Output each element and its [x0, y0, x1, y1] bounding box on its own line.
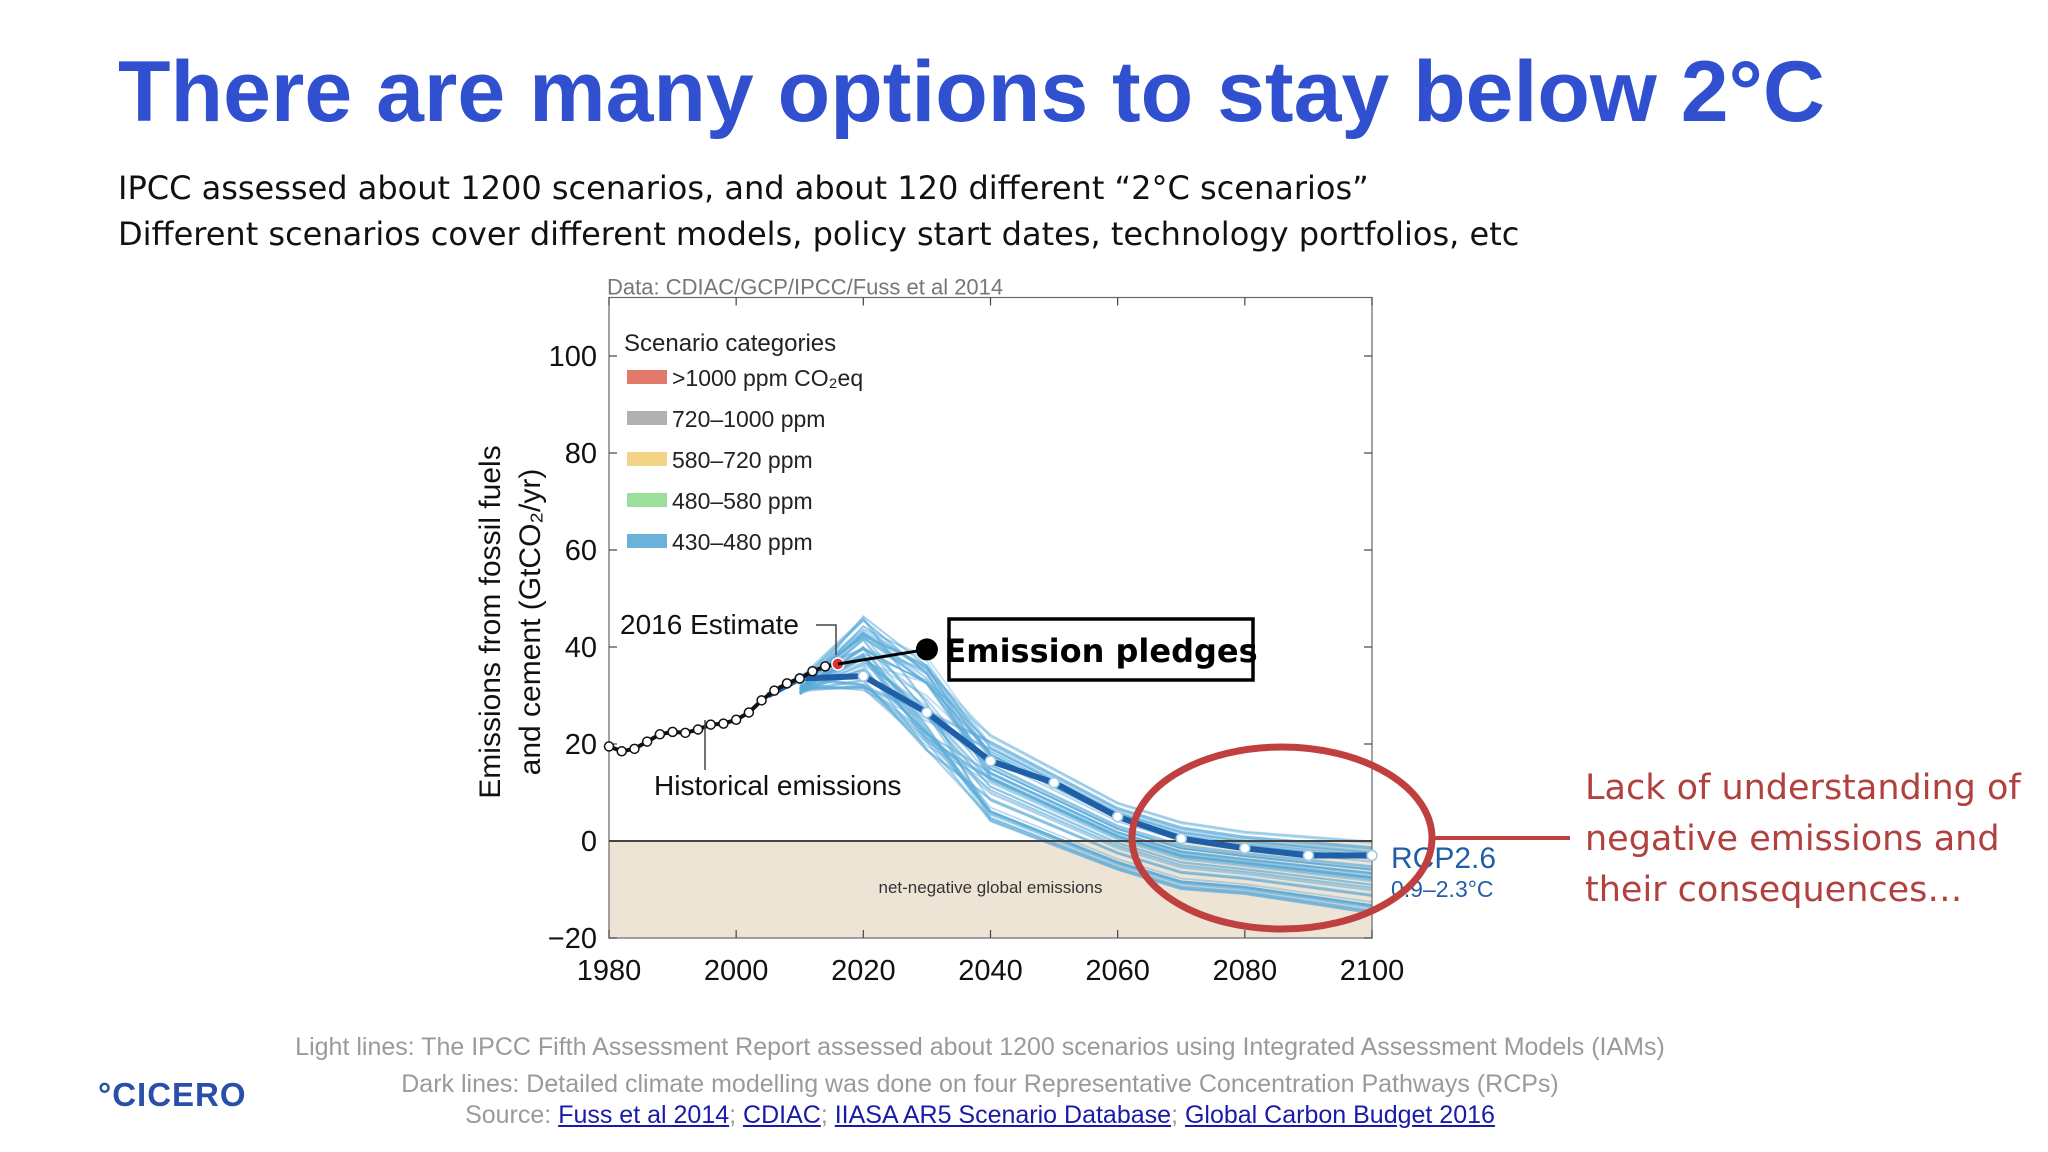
legend-label: >1000 ppm CO₂eq — [672, 365, 863, 391]
scenario-line — [799, 645, 1373, 907]
estimate-label: 2016 Estimate — [620, 609, 799, 640]
rcp26-point — [921, 706, 933, 719]
callout-line-1: Lack of understanding of — [1585, 768, 2021, 808]
pledges-box — [947, 617, 1255, 682]
historical-point — [807, 666, 818, 677]
y-axis-label-line-2: and cement (GtCO₂/yr) — [514, 469, 547, 776]
historical-point — [641, 736, 653, 747]
legend-swatch — [627, 411, 667, 425]
x-tick-label: 2020 — [831, 955, 896, 987]
rcp26-point — [1175, 832, 1187, 845]
historical-point — [692, 724, 704, 735]
source-link-fuss[interactable]: Fuss et al 2014 — [558, 1101, 730, 1129]
callout-line-2: negative emissions and — [1585, 819, 2000, 859]
historical-point — [756, 695, 767, 706]
historical-point — [730, 714, 742, 725]
historical-point — [603, 741, 615, 752]
source-separator: ; — [820, 1101, 835, 1129]
historical-point — [705, 719, 716, 730]
x-tick-label: 2000 — [704, 955, 769, 987]
historical-point — [781, 678, 793, 689]
rcp26-point — [1302, 849, 1315, 862]
rcp26-point — [1111, 811, 1124, 823]
rcp26-point — [1048, 777, 1060, 789]
pledge-line — [837, 647, 928, 666]
source-link-cdiac[interactable]: CDIAC — [743, 1101, 821, 1129]
y-axis-label-line-1: Emissions from fossil fuels — [474, 445, 507, 798]
rcp26-label: RCP2.6 — [1391, 842, 1496, 875]
historical-point — [654, 729, 666, 740]
y-tick-label: 100 — [549, 341, 597, 373]
historical-point — [629, 743, 640, 755]
y-tick-label: 60 — [565, 535, 597, 567]
historical-point — [743, 707, 755, 718]
historical-point — [667, 726, 678, 738]
legend-label: 430–480 ppm — [672, 529, 813, 555]
historical-point — [616, 746, 627, 757]
note-dark-lines: Dark lines: Detailed climate modelling w… — [401, 1070, 1559, 1098]
scenario-line — [799, 618, 1373, 879]
y-tick-label: 80 — [565, 438, 597, 470]
historical-point — [680, 727, 691, 739]
historical-point — [769, 685, 780, 696]
legend-label: 720–1000 ppm — [672, 406, 825, 432]
note-light-lines: Light lines: The IPCC Fifth Assessment R… — [295, 1033, 1665, 1061]
source-line: Source: Fuss et al 2014; CDIAC; IIASA AR… — [230, 1101, 1730, 1130]
rcp26-point — [1239, 842, 1251, 855]
historical-point — [819, 661, 831, 672]
y-tick-label: 0 — [581, 826, 597, 858]
source-link-gcb[interactable]: Global Carbon Budget 2016 — [1184, 1101, 1495, 1129]
scenario-line — [799, 675, 1373, 875]
x-tick-label: 1980 — [577, 955, 642, 987]
callout-line-3: their consequences… — [1585, 870, 1963, 910]
source-separator: ; — [1171, 1101, 1185, 1129]
negative-emissions-callout: Lack of understanding of negative emissi… — [1585, 763, 2021, 916]
subtitle-line-1: IPCC assessed about 1200 scenarios, and … — [118, 169, 1369, 207]
x-tick-label: 2080 — [1213, 955, 1278, 987]
scenario-line — [799, 669, 1373, 889]
x-tick-label: 2040 — [958, 955, 1023, 987]
legend-swatch — [627, 370, 667, 384]
pledge-point — [915, 638, 938, 661]
rcp26-point — [1366, 849, 1378, 862]
data-credit: Data: CDIAC/GCP/IPCC/Fuss et al 2014 — [607, 275, 1003, 300]
pledges-label: Emission pledges — [944, 632, 1257, 670]
source-label: Source: — [465, 1101, 559, 1129]
historical-point — [794, 673, 805, 684]
legend-swatch — [627, 493, 667, 507]
x-tick-label: 2100 — [1340, 955, 1405, 987]
rcp26-point — [984, 755, 997, 767]
legend-swatch — [627, 534, 667, 548]
subtitle-line-2: Different scenarios cover different mode… — [118, 215, 1520, 253]
historical-label: Historical emissions — [654, 770, 901, 801]
legend-title: Scenario categories — [624, 330, 836, 357]
scenario-line — [799, 624, 1373, 871]
y-tick-label: 20 — [565, 729, 597, 761]
cicero-logo: °CICERO — [98, 1076, 247, 1113]
scenario-line — [799, 637, 1373, 915]
slide-title: There are many options to stay below 2°C — [118, 44, 1826, 140]
scenario-line — [799, 687, 1373, 880]
legend-swatch — [627, 452, 667, 466]
estimate-leader — [816, 624, 837, 655]
legend-label: 480–580 ppm — [672, 488, 813, 514]
source-link-iiasa[interactable]: IIASA AR5 Scenario Database — [834, 1101, 1172, 1129]
y-tick-label: −20 — [548, 923, 597, 955]
scenario-line — [799, 687, 1373, 883]
source-separator: ; — [729, 1101, 744, 1129]
scenario-line — [799, 646, 1373, 909]
rcp26-point — [857, 670, 870, 682]
legend-label: 580–720 ppm — [672, 447, 813, 473]
negative-region-label: net-negative global emissions — [879, 878, 1103, 897]
x-tick-label: 2060 — [1085, 955, 1150, 987]
historical-point — [718, 718, 729, 729]
scenario-line — [799, 661, 1373, 843]
y-tick-label: 40 — [565, 632, 597, 664]
